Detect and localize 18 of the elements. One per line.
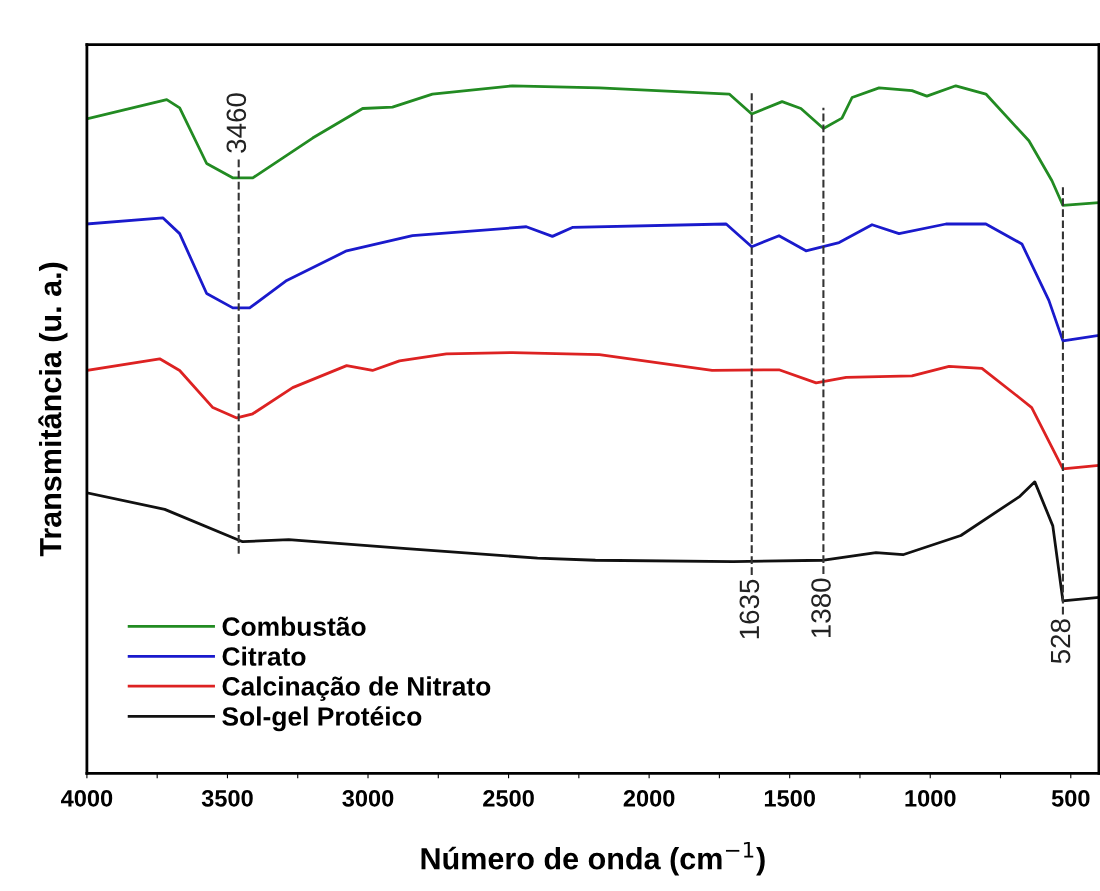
ref-line-label: 3460 (226, 93, 247, 153)
x-tick-label: 1500 (764, 789, 815, 807)
x-tick-label: 2500 (483, 789, 534, 807)
y-axis-title: Transmitância (u. a.) (38, 262, 68, 557)
ref-line-label: 1635 (739, 579, 760, 639)
legend-label: Combustão (222, 616, 366, 636)
x-tick-label: 3000 (342, 789, 394, 807)
x-tick-label: 3500 (201, 789, 253, 807)
x-axis-title: Número de onda (cm$^{−1}$) (421, 841, 765, 876)
legend-label: Sol-gel Protéico (222, 706, 422, 732)
ref-line-label: 528 (1050, 619, 1071, 664)
legend-label: Citrato (222, 646, 306, 666)
x-tick-label: 2000 (623, 789, 675, 807)
legend-label: Calcinação de Nitrato (222, 676, 491, 701)
ref-line-label: 1380 (811, 578, 831, 638)
x-tick-label: 4000 (61, 789, 113, 807)
x-tick-label: 1000 (905, 789, 956, 807)
x-tick-label: 500 (1051, 789, 1090, 807)
